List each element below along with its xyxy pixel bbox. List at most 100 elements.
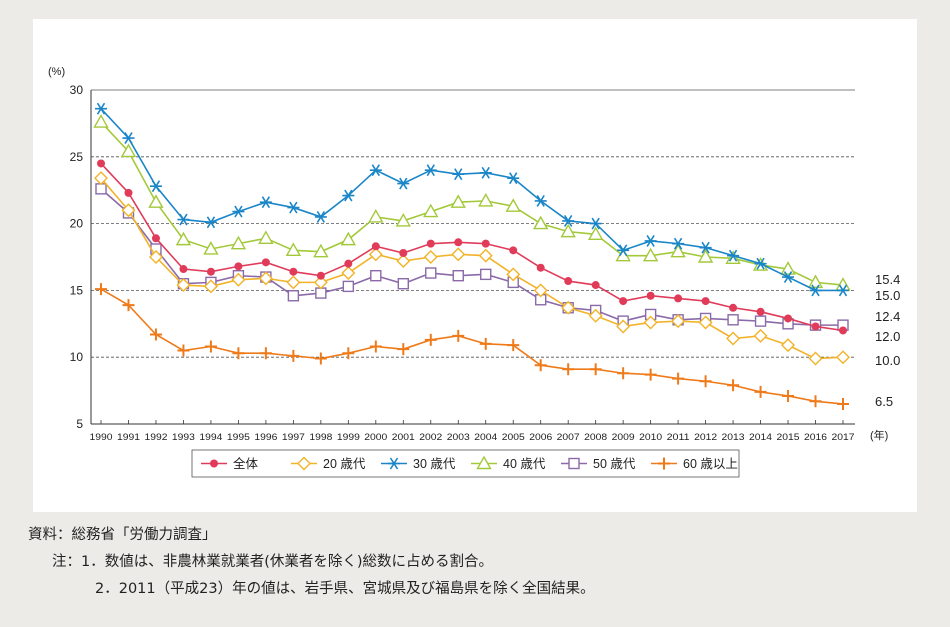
data-point [811,322,820,331]
series-2 [95,102,849,297]
data-point [287,201,300,214]
data-point [644,368,657,381]
series-5 [95,283,849,410]
data-point [121,203,136,218]
data-point [754,315,767,327]
data-point [476,455,492,470]
data-point [479,337,492,350]
data-point [177,344,190,357]
x-tick-label: 2012 [694,432,717,443]
data-point [754,257,767,270]
data-point [754,385,767,398]
data-point [837,397,849,410]
data-point [316,271,325,280]
end-value-label: 12.4 [875,309,900,324]
data-point [699,375,712,388]
data-point [149,180,162,193]
data-point [122,299,135,312]
x-tick-label: 1998 [309,432,332,443]
data-point [451,247,466,262]
data-point [643,315,658,330]
data-point [450,194,466,208]
series-line [100,188,843,326]
data-point [259,196,272,209]
data-point [507,172,520,185]
data-point [809,395,822,408]
data-point [230,235,247,250]
data-point [424,333,437,346]
data-point [122,132,135,145]
data-point [534,194,547,207]
data-point [837,284,849,297]
x-tick-label: 2017 [832,432,855,443]
data-point [699,241,712,254]
x-tick-label: 2016 [804,432,827,443]
data-point [94,171,108,186]
data-point [149,328,162,341]
data-point [286,275,301,290]
data-point [95,183,107,195]
data-point [297,456,311,471]
y-tick-label: 20 [70,217,84,231]
data-point [232,205,245,218]
legend-item-1: 20 歳代 [291,456,366,471]
data-point [206,267,215,276]
data-point [536,263,545,272]
data-point [782,271,795,283]
series-line [100,108,843,292]
data-point [395,213,411,227]
data-point [591,281,600,290]
x-tick-label: 1994 [199,432,222,443]
data-point [424,164,437,177]
legend-item-3: 40 歳代 [471,455,546,471]
data-point [425,267,437,279]
data-point [564,277,573,286]
x-tick-label: 2009 [612,432,635,443]
data-point [506,267,521,282]
note-1: 注：1．数値は、非農林業就業者(休業者を除く)総数に占める割合。 [52,554,494,570]
data-point [289,267,298,276]
x-tick-label: 2008 [584,432,607,443]
data-point [399,248,408,257]
note-2: 2．2011（平成23）年の値は、岩手県、宮城県及び福島県を除く全国結果。 [95,581,595,597]
data-point [452,168,465,181]
gridlines [90,89,855,425]
series-0 [97,159,847,335]
data-point [423,203,439,218]
line-chart: 5 10 15 20 25 30 1990 1991 1992 1993 1994 1995 1996… [48,66,900,478]
end-value-label: 6.5 [875,394,893,409]
data-point [568,457,580,470]
end-value-label: 12.0 [875,329,900,344]
x-tick-label: 1996 [254,432,277,443]
data-point [176,278,191,293]
x-tick-label: 1990 [90,432,113,443]
x-tick-label: 1991 [117,432,140,443]
data-point [671,314,686,329]
legend-item-0: 全体 [201,456,259,471]
data-point [672,237,685,250]
end-value-label: 15.4 [875,272,900,287]
data-point [313,275,328,290]
data-point [314,210,327,223]
data-point [698,315,713,330]
x-tick-label: 2001 [392,432,415,443]
data-point [670,243,686,258]
data-point [672,372,685,385]
data-point [642,247,659,262]
x-tick-label: 2011 [667,432,690,443]
data-point [674,294,683,303]
data-point [93,114,109,128]
data-point [179,265,188,274]
end-labels: 12.0 10.0 15.015.4 12.4 6.5 [875,272,900,409]
x-tick-label: 2010 [639,432,662,443]
data-point [562,363,575,376]
data-point [258,271,273,286]
x-tick-label: 1997 [282,432,305,443]
data-point [151,234,160,243]
data-point [753,328,768,343]
data-point [454,238,463,247]
data-point [726,331,741,346]
data-point [533,215,549,230]
y-axis-ticks: 5 10 15 20 25 30 [70,83,84,431]
data-point [587,226,604,240]
